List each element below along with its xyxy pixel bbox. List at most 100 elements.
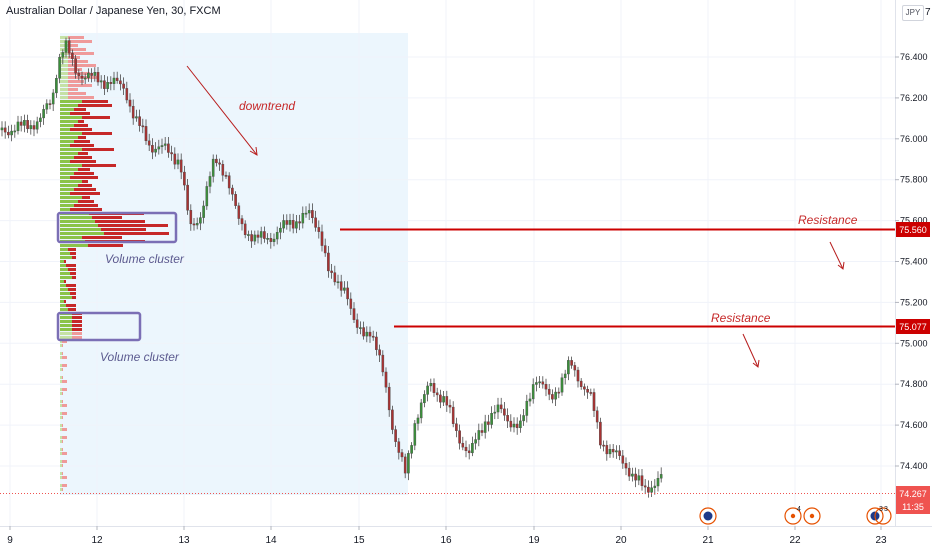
profile-bar-down	[62, 404, 67, 407]
candle-body	[531, 384, 535, 400]
time-axis[interactable]: 9 12 13 14 15 16 19 20 21 22 23	[0, 526, 932, 546]
candle-body	[375, 336, 378, 350]
time-tick-label: 19	[528, 535, 540, 546]
candle-body	[538, 381, 541, 384]
profile-bar-up	[60, 164, 82, 167]
profile-bar-up	[60, 236, 82, 239]
candle-body	[173, 153, 177, 165]
profile-bar-up	[60, 248, 68, 251]
profile-bar-up	[60, 268, 68, 271]
candle-body	[61, 52, 65, 58]
profile-bar-down	[62, 436, 67, 439]
candle-body	[243, 223, 247, 236]
candle-body	[416, 417, 420, 424]
price-tag-lower: 75.077	[896, 319, 930, 334]
profile-bar-up	[60, 256, 72, 259]
profile-bar-down	[68, 56, 80, 59]
profile-bar-up	[60, 328, 72, 331]
profile-bar-down	[68, 36, 84, 39]
event-badge-count: 3	[879, 506, 883, 513]
candle-body	[125, 88, 129, 101]
profile-bar-down	[62, 448, 63, 451]
candle-body	[496, 404, 500, 413]
profile-bar-up	[60, 188, 74, 191]
candle-body	[525, 400, 529, 416]
profile-bar-up	[60, 252, 70, 255]
candle-body	[240, 218, 244, 225]
profile-bar-down	[72, 256, 76, 259]
profile-bar-up	[60, 148, 82, 151]
candle-body	[141, 125, 145, 128]
candle-body	[96, 72, 100, 83]
profile-bar-down	[62, 440, 63, 443]
candle-body	[442, 396, 445, 403]
profile-bar-up	[60, 424, 62, 427]
candle-body	[634, 473, 637, 481]
candle-body	[323, 245, 327, 254]
candle-body	[631, 473, 634, 477]
profile-bar-up	[60, 400, 62, 403]
candle-body	[522, 415, 525, 422]
candle-body	[195, 223, 199, 226]
profile-bar-up	[60, 320, 72, 323]
event-badges[interactable]: 4 3 3	[699, 506, 892, 525]
candle-body	[394, 429, 397, 442]
candle-body	[480, 430, 484, 433]
profile-bar-down	[64, 300, 66, 303]
candle-body	[71, 52, 74, 59]
candle-body	[154, 148, 157, 153]
candle-body	[333, 272, 337, 283]
profile-bar-up	[60, 140, 74, 143]
candle-body	[397, 441, 401, 453]
profile-bar-down	[62, 344, 63, 347]
candle-body	[448, 404, 452, 408]
candle-body	[263, 231, 266, 239]
candle-body	[653, 485, 657, 488]
currency-button[interactable]: JPY	[902, 5, 924, 21]
candle-body	[426, 385, 429, 395]
candle-body	[583, 386, 586, 390]
candle-body	[317, 227, 321, 232]
profile-bar-up	[60, 196, 82, 199]
event-badge-count: 4	[797, 506, 801, 513]
candle-body	[218, 162, 221, 165]
profile-bar-down	[78, 184, 92, 187]
candle-body	[384, 371, 388, 388]
candle-body	[567, 360, 570, 375]
candle-body	[215, 158, 218, 164]
candle-body	[170, 152, 173, 155]
candle-body	[650, 487, 653, 493]
profile-bar-down	[62, 484, 67, 487]
candle-body	[45, 103, 49, 110]
profile-bar-down	[78, 168, 90, 171]
candle-body	[547, 388, 551, 395]
candle-body	[400, 452, 404, 458]
profile-bar-down	[62, 352, 63, 355]
candle-body	[605, 445, 609, 455]
profile-bar-up	[60, 292, 70, 295]
candle-body	[35, 121, 39, 130]
candle-body	[183, 171, 186, 186]
profile-bar-down	[70, 160, 96, 163]
profile-bar-down	[62, 472, 63, 475]
profile-bar-down	[74, 156, 92, 159]
candle-body	[58, 57, 61, 79]
price-tick-label: 76.400	[900, 52, 928, 62]
candle-body	[192, 223, 196, 226]
volume-cluster-box-1	[56, 211, 178, 244]
symbol-title: Australian Dollar / Japanese Yen, 30, FX…	[6, 5, 221, 17]
profile-bar-up	[60, 64, 68, 67]
candle-body	[26, 120, 29, 130]
candle-body	[311, 210, 314, 219]
candle-body	[643, 485, 647, 488]
candle-body	[32, 125, 36, 130]
candle-body	[506, 415, 509, 422]
candle-body	[659, 474, 663, 479]
candle-body	[544, 383, 548, 390]
profile-bar-down	[78, 152, 88, 155]
price-axis[interactable]: 76.400 76.200 76.000 75.800 75.600 75.400 75.2…	[895, 0, 932, 550]
candle-body	[499, 404, 503, 410]
profile-bar-up	[60, 76, 68, 79]
